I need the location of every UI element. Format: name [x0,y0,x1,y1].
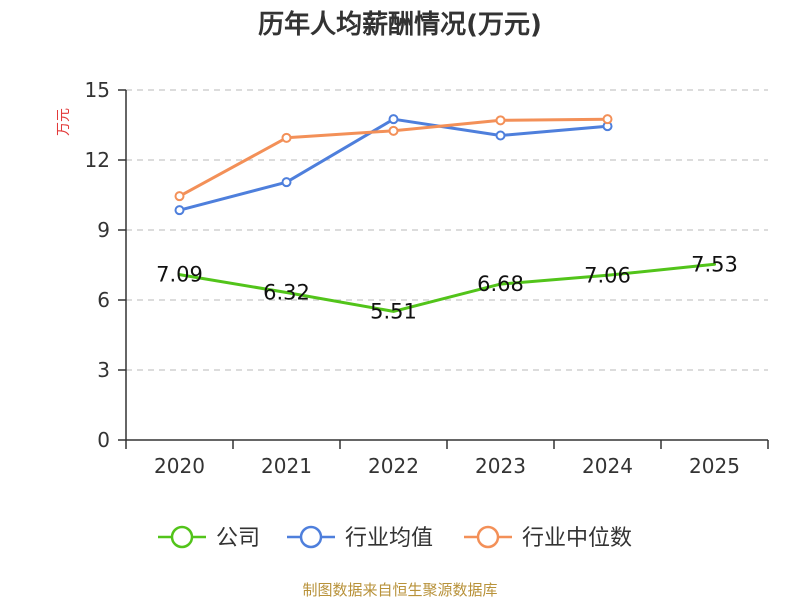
legend-label: 行业均值 [345,526,433,551]
legend-swatch-marker [170,525,194,549]
data-label: 7.09 [156,263,203,287]
data-label: 6.32 [263,281,310,305]
data-label: 7.06 [584,263,631,287]
y-tick-label: 12 [85,148,110,172]
series-2-point [388,125,399,136]
y-axis-unit-label: 万元 [56,108,72,136]
data-label: 7.53 [691,252,738,276]
x-tick-label: 2020 [154,454,205,478]
y-tick-label: 0 [97,428,110,452]
series-2-point [174,191,185,202]
series-1-point [174,205,185,216]
y-tick-label: 9 [97,218,110,242]
grid-lines [126,89,768,371]
series-2-point [281,132,292,143]
series-1-point [495,130,506,141]
x-tick-label: 2023 [475,454,526,478]
data-label: 6.68 [477,272,524,296]
legend-label: 公司 [216,526,260,551]
legend-label: 行业中位数 [522,526,632,551]
x-tick-label: 2022 [368,454,419,478]
x-tick-label: 2021 [261,454,312,478]
source-footer: 制图数据来自恒生聚源数据库 [302,581,497,599]
legend: 公司 行业均值 行业中位数 [158,525,632,551]
data-label: 5.51 [370,299,417,323]
axes: 0 3 6 9 12 15 2020 2021 2022 2023 2024 2025 [85,78,769,478]
series-1-point [281,177,292,188]
legend-swatch-marker [299,525,323,549]
chart-title: 历年人均薪酬情况(万元) [258,9,542,40]
series-2-point [602,114,613,125]
series-1-point [388,114,399,125]
legend-swatch-marker [476,525,500,549]
series-2-point [495,115,506,126]
y-tick-label: 3 [97,358,110,382]
series-line-0 [178,262,716,313]
legend-item-1[interactable]: 行业均值 [287,525,433,551]
y-tick-label: 6 [97,288,110,312]
x-tick-label: 2024 [582,454,633,478]
series-lines [174,114,716,313]
legend-item-0[interactable]: 公司 [158,525,260,551]
x-tick-label: 2025 [689,454,740,478]
y-tick-label: 15 [85,78,110,102]
data-labels: 7.09 6.32 5.51 6.68 7.06 7.53 [156,252,738,323]
legend-item-2[interactable]: 行业中位数 [464,525,632,551]
